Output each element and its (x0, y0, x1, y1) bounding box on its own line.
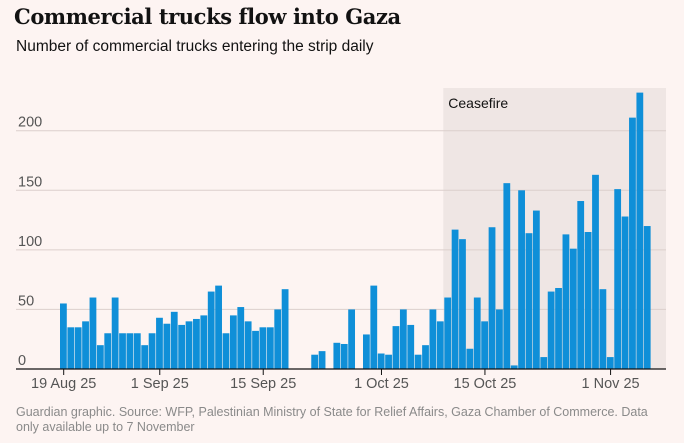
bar (274, 309, 282, 369)
ceasefire-label: Ceasefire (448, 95, 508, 111)
bar (496, 309, 503, 369)
bar (599, 289, 607, 369)
bar (614, 189, 622, 369)
x-tick-label: 15 Sep 25 (230, 376, 296, 392)
x-tick-label: 1 Sep 25 (131, 376, 189, 392)
bar (629, 117, 636, 369)
bar (569, 248, 577, 369)
bar (584, 232, 592, 369)
bar (237, 307, 245, 369)
bar (185, 321, 193, 369)
bar (429, 309, 437, 369)
bar (133, 333, 141, 369)
bar (74, 327, 82, 369)
bar (621, 216, 629, 369)
bar (178, 324, 186, 369)
bar (163, 323, 171, 369)
bar (532, 210, 540, 369)
y-tick-label: 150 (18, 174, 42, 190)
bar (555, 287, 562, 369)
bar (363, 334, 370, 369)
bar (636, 92, 644, 369)
bar (392, 326, 400, 369)
bar (318, 351, 326, 369)
bar (193, 318, 200, 369)
bar (459, 239, 466, 369)
bar (126, 333, 134, 369)
y-axis-ticks: 0 50 100 150 200 (18, 115, 42, 369)
bar (215, 285, 222, 369)
y-tick-label: 200 (18, 115, 42, 131)
bar (451, 229, 459, 369)
bar (525, 233, 533, 369)
bar (222, 333, 230, 369)
bar (200, 315, 208, 369)
bar (643, 226, 651, 369)
bar (399, 309, 407, 369)
y-tick-label: 50 (18, 293, 34, 309)
bar (259, 327, 267, 369)
bar (252, 330, 259, 369)
bar (266, 327, 274, 369)
bar (348, 309, 356, 369)
bar (385, 354, 392, 369)
bar (422, 345, 429, 369)
source-note: Guardian graphic. Source: WFP, Palestini… (16, 405, 648, 434)
x-tick-label: 1 Nov 25 (582, 376, 640, 392)
bar (156, 317, 163, 369)
bar (414, 354, 422, 369)
x-tick-label: 1 Oct 25 (354, 376, 409, 392)
chart-title: Commercial trucks flow into Gaza (14, 4, 401, 29)
bar (96, 345, 104, 369)
y-tick-label: 0 (18, 353, 26, 369)
bar (170, 311, 178, 369)
bar (119, 333, 126, 369)
bar (141, 345, 149, 369)
bar (148, 333, 156, 369)
bar (82, 321, 89, 369)
bar (407, 324, 415, 369)
bar-chart: Ceasefire 0 50 100 150 200 19 Aug 25 1 Sep 25… (16, 88, 666, 392)
bar (481, 321, 489, 369)
bar (518, 190, 525, 369)
bar (333, 342, 341, 369)
bar (577, 201, 585, 369)
bar (606, 357, 614, 369)
bar (244, 321, 252, 369)
bar (377, 353, 385, 369)
bar (592, 174, 599, 369)
bar (340, 343, 348, 369)
bars (60, 92, 651, 369)
x-tick-label: 19 Aug 25 (31, 376, 96, 392)
bar (444, 297, 452, 369)
chart-subtitle: Number of commercial trucks entering the… (16, 38, 374, 55)
bar (436, 321, 444, 369)
bar (89, 297, 97, 369)
bar (540, 357, 548, 369)
bar (547, 291, 555, 369)
bar (281, 289, 289, 369)
bar (370, 285, 378, 369)
bar (229, 315, 237, 369)
bar (510, 365, 518, 369)
bar (311, 354, 319, 369)
bar (111, 297, 119, 369)
bar (67, 327, 75, 369)
bar (503, 183, 511, 369)
bar (466, 348, 474, 369)
bar (104, 333, 112, 369)
y-tick-label: 100 (18, 234, 42, 250)
bar (473, 297, 481, 369)
x-tick-label: 15 Oct 25 (454, 376, 517, 392)
bar (207, 291, 215, 369)
bar (488, 227, 496, 369)
x-axis-ticks: 19 Aug 25 1 Sep 25 15 Sep 25 1 Oct 25 15 Oct… (31, 369, 640, 392)
bar (60, 303, 67, 369)
bar (562, 234, 570, 369)
